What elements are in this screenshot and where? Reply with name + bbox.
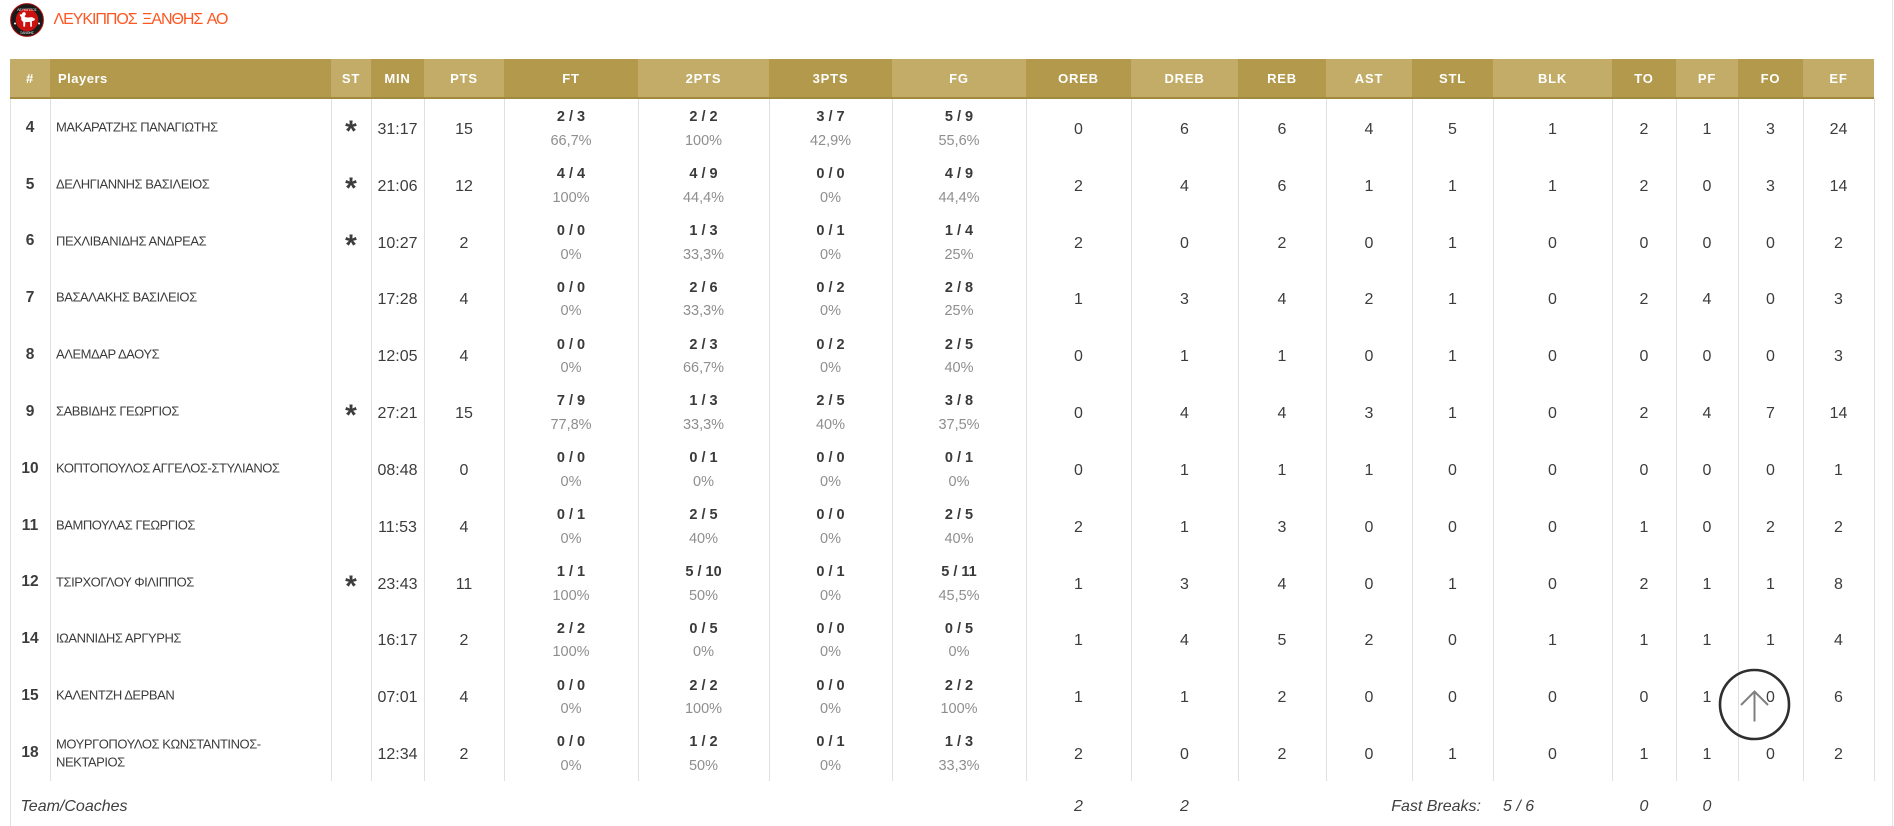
svg-text:ΛΕΥΚΙΠΠΟΣ: ΛΕΥΚΙΠΠΟΣ bbox=[17, 8, 37, 12]
svg-text:ΞΑΝΘΗΣ: ΞΑΝΘΗΣ bbox=[20, 31, 34, 35]
